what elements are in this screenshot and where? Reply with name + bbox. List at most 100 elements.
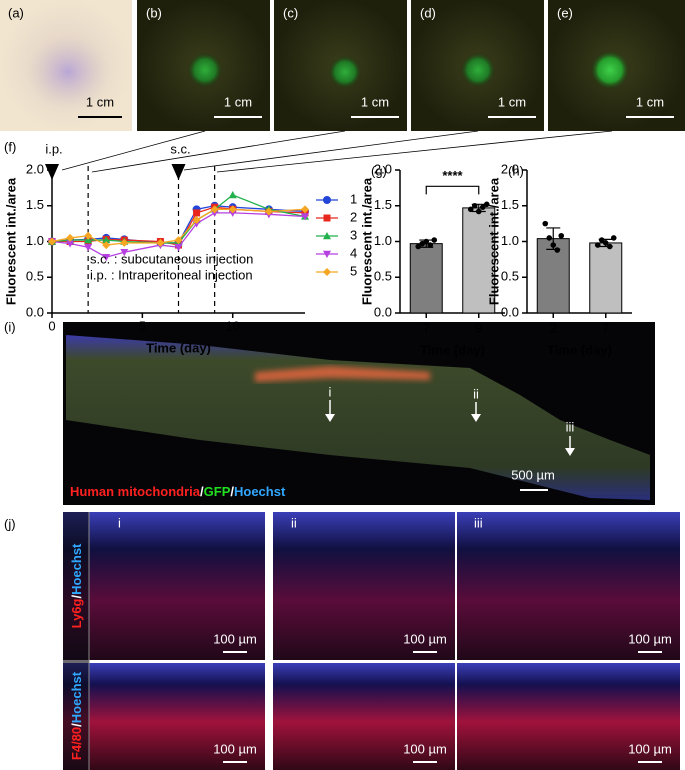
gfp-spot	[187, 52, 223, 88]
scale-label: 100 µm	[213, 741, 257, 756]
panel-label: (b)	[146, 5, 162, 20]
legend-label: 4	[350, 245, 357, 260]
micrograph	[63, 663, 265, 770]
data-point	[423, 238, 430, 245]
marker	[193, 209, 201, 217]
data-point	[550, 242, 557, 248]
x-axis-label: Time (day)	[146, 340, 211, 355]
marker	[84, 231, 93, 240]
data-point	[610, 235, 617, 241]
photo-row: (a) (b) (c) (d) (e) 1 cm 1 cm 1 cm 1 cm …	[0, 0, 685, 131]
arrowhead	[471, 414, 481, 422]
marker	[323, 196, 331, 204]
marker	[102, 254, 111, 262]
connector	[216, 130, 613, 173]
y-tick-label: 0.0	[501, 304, 519, 319]
arrowhead	[565, 448, 575, 456]
separator: /	[230, 484, 234, 499]
annotation: i.p. : Intraperitoneal injection	[90, 267, 253, 282]
stain-blue: Hoechst	[69, 671, 84, 723]
y-tick-label: 1.0	[501, 233, 519, 248]
y-tick-label: 1.0	[26, 233, 44, 248]
column-label: ii	[291, 515, 297, 530]
x-tick-label: 9	[475, 320, 482, 335]
y-tick-label: 1.5	[374, 197, 392, 212]
y-tick-label: 1.5	[501, 197, 519, 212]
scale-label: 1 cm	[361, 94, 389, 109]
micrograph	[457, 663, 680, 770]
marker	[323, 232, 331, 240]
marker	[66, 240, 75, 248]
panel-label: (d)	[420, 5, 436, 20]
panel-label: (a)	[8, 5, 24, 20]
y-tick-label: 1.0	[374, 233, 392, 248]
marker	[210, 205, 219, 214]
gfp-spot	[590, 50, 630, 90]
data-point	[483, 201, 490, 208]
x-tick-label: 0	[48, 318, 55, 333]
panel-label: (g)	[371, 163, 387, 178]
marker	[228, 205, 237, 214]
data-point	[594, 242, 601, 248]
panel-label: (f)	[4, 139, 16, 154]
data-point	[467, 206, 474, 213]
hm-region	[255, 366, 430, 382]
panel-i: i ii iii 500 µm Human mitochondria/GFP/H…	[63, 322, 655, 505]
column-label: i	[118, 515, 121, 530]
series-line	[51, 194, 306, 244]
scale-label: 1 cm	[636, 94, 664, 109]
scale-label: 100 µm	[628, 741, 672, 756]
stain-green: GFP	[204, 484, 231, 499]
x-tick-label: 7	[423, 320, 430, 335]
marker	[120, 238, 129, 247]
micrograph	[273, 512, 455, 660]
region-marker: ii	[473, 386, 479, 401]
bar	[589, 242, 623, 314]
y-tick-label: 2.0	[26, 161, 44, 176]
y-axis-label: Fluorescent int./area	[3, 177, 18, 305]
legend-label: 5	[350, 263, 357, 278]
marker	[102, 241, 111, 250]
marker	[301, 205, 309, 214]
significance-label: ****	[442, 168, 463, 183]
scale-label: 1 cm	[498, 94, 526, 109]
marker	[84, 244, 93, 252]
connector	[91, 130, 346, 173]
scale-label: 500 µm	[511, 467, 555, 482]
y-tick-label: 0.5	[374, 269, 392, 284]
stain-red: Ly6g	[69, 598, 84, 628]
gfp-spot	[328, 55, 362, 89]
separator: /	[200, 484, 204, 499]
marker	[156, 238, 165, 247]
separator: /	[69, 723, 84, 727]
y-tick-label: 0.5	[26, 269, 44, 284]
injection-label: i.p.	[45, 141, 62, 156]
connector	[61, 130, 206, 171]
x-tick-label: 2	[550, 320, 557, 335]
micrograph	[457, 512, 680, 660]
data-point	[546, 235, 553, 241]
marker	[323, 250, 331, 258]
panel-label: (e)	[557, 5, 573, 20]
legend-label: 2	[350, 209, 357, 224]
stain-red: F4/80	[69, 727, 84, 760]
y-tick-label: 0.0	[374, 304, 392, 319]
panel-label: (c)	[283, 5, 298, 20]
region-marker: i	[329, 384, 332, 399]
marker	[323, 214, 331, 222]
marker	[66, 233, 75, 242]
region-marker: iii	[566, 419, 575, 434]
scale-label: 100 µm	[628, 631, 672, 646]
x-axis-label: Time (day)	[547, 342, 612, 357]
legend-label: 3	[350, 227, 357, 242]
marker	[192, 216, 201, 225]
marker	[264, 207, 273, 216]
data-point	[475, 208, 482, 215]
series-line	[51, 212, 306, 258]
row-label: F4/80/Hoechst	[69, 671, 84, 760]
marker	[174, 244, 183, 252]
micrograph	[63, 512, 265, 660]
data-point	[431, 237, 438, 243]
x-axis-label: Time (day)	[420, 342, 485, 357]
scale-label: 100 µm	[403, 631, 447, 646]
